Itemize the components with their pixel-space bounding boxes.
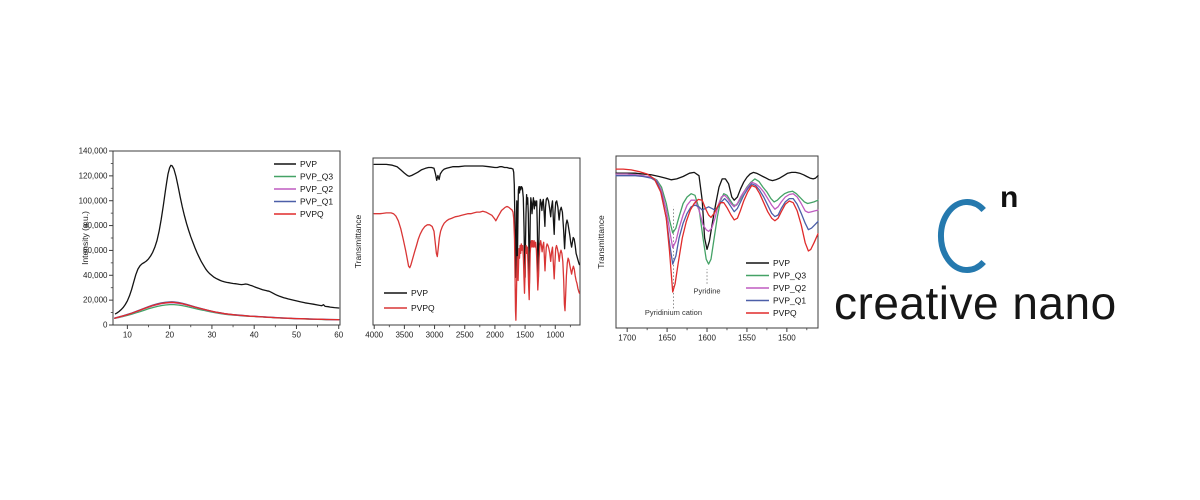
y-tick-label: 140,000 xyxy=(79,147,108,156)
x-tick-label: 1500 xyxy=(516,331,534,340)
y-axis-label: Transmittance xyxy=(596,215,606,269)
x-tick-label: 1600 xyxy=(698,334,716,343)
y-tick-label: 0 xyxy=(103,321,108,330)
legend-label-PVP_Q3: PVP_Q3 xyxy=(773,270,806,280)
x-tick-label: 60 xyxy=(334,331,343,340)
logo-c-icon xyxy=(937,199,986,273)
series-PVP_Q1 xyxy=(114,301,340,321)
logo-wordmark: creative nano xyxy=(834,277,1117,329)
y-axis-label: Intensity (a.u.) xyxy=(80,211,90,265)
y-tick-label: 100,000 xyxy=(79,196,108,205)
ftir-zoom-chart: 1700 1650 1600 1550 1500 Transmittance Pyridin… xyxy=(596,155,819,343)
series-PVP xyxy=(114,164,340,315)
annotation-label: Pyridinium cation xyxy=(645,308,702,317)
legend-label-PVP_Q1: PVP_Q1 xyxy=(773,295,806,305)
y-tick-label: 40,000 xyxy=(83,271,108,280)
y-tick-label: 20,000 xyxy=(83,296,108,305)
x-tick-label: 1000 xyxy=(546,331,564,340)
logo-c-mark xyxy=(937,199,986,273)
y-axis-label: Transmittance xyxy=(353,214,363,268)
y-tick-label: 60,000 xyxy=(83,246,108,255)
series-PVPQ xyxy=(114,301,340,321)
legend-label-PVP_Q2: PVP_Q2 xyxy=(773,283,806,293)
ftir-full-chart: 4000 3500 3000 2500 2000 1500 1000 Transmittanc… xyxy=(353,157,581,340)
ftir-full-chart-figure: 4000 3500 3000 2500 2000 1500 1000 Transmittanc… xyxy=(352,145,590,353)
x-tick-label: 1550 xyxy=(738,334,756,343)
x-tick-label: 30 xyxy=(207,331,216,340)
x-tick-label: 1650 xyxy=(658,334,676,343)
series-PVP_Q2 xyxy=(114,302,340,321)
series-PVP_Q3 xyxy=(615,173,819,265)
x-tick-label: 1700 xyxy=(618,334,636,343)
legend-label-PVP: PVP xyxy=(773,258,790,268)
x-tick-label: 2000 xyxy=(486,331,504,340)
legend-label-PVPQ: PVPQ xyxy=(773,308,797,318)
series-PVP_Q2 xyxy=(615,173,819,249)
legend-label-PVPQ: PVPQ xyxy=(300,209,324,219)
x-tick-label: 50 xyxy=(292,331,301,340)
y-tick-label: 120,000 xyxy=(79,171,108,180)
series-PVP xyxy=(615,171,819,251)
x-tick-label: 20 xyxy=(165,331,174,340)
x-tick-label: 40 xyxy=(250,331,259,340)
legend-label-PVP_Q3: PVP_Q3 xyxy=(300,171,333,181)
legend-label-PVP_Q2: PVP_Q2 xyxy=(300,184,333,194)
x-tick-label: 3500 xyxy=(395,331,413,340)
logo-superscript: n xyxy=(1000,181,1019,214)
series-PVPQ xyxy=(615,168,819,293)
plot-frame xyxy=(372,157,581,326)
legend-label-PVP: PVP xyxy=(411,288,428,298)
x-tick-label: 2500 xyxy=(456,331,474,340)
plot-frame xyxy=(615,155,819,329)
legend-label-PVPQ: PVPQ xyxy=(411,303,435,313)
xrd-chart: 10 20 30 40 50 60 0 20,000 40,000 60,000 80,000 100… xyxy=(79,147,344,340)
ftir-zoom-chart-figure: 1700 1650 1600 1550 1500 Transmittance Pyridin… xyxy=(596,142,834,354)
annotation-label: Pyridine xyxy=(693,287,720,296)
series-PVP_Q1 xyxy=(615,175,819,265)
xrd-chart-figure: 10 20 30 40 50 60 0 20,000 40,000 60,000 80,000 100… xyxy=(78,142,350,354)
series-PVP xyxy=(373,163,581,285)
legend-label-PVP_Q1: PVP_Q1 xyxy=(300,196,333,206)
series-PVPQ xyxy=(373,205,581,321)
x-tick-label: 1500 xyxy=(778,334,796,343)
x-tick-label: 3000 xyxy=(426,331,444,340)
legend-label-PVP: PVP xyxy=(300,159,317,169)
x-tick-label: 10 xyxy=(123,331,132,340)
y-tick-label: 80,000 xyxy=(83,221,108,230)
x-tick-label: 4000 xyxy=(365,331,383,340)
